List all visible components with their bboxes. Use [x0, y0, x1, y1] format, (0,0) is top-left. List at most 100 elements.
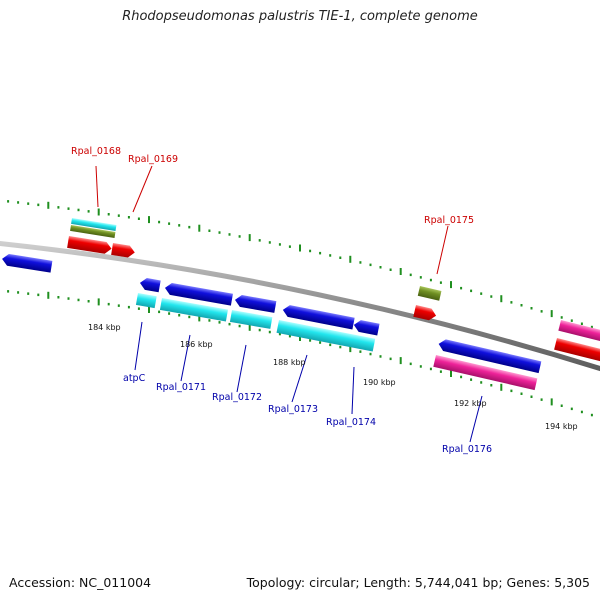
major-tick: [299, 244, 301, 252]
minor-tick: [137, 307, 140, 310]
minor-tick: [580, 322, 583, 325]
minor-tick: [359, 261, 362, 264]
label-atpC[interactable]: atpC: [123, 373, 146, 384]
leader-rpal-0175: [436, 225, 449, 275]
leader-rpal-0176: [469, 395, 483, 443]
minor-tick: [530, 395, 533, 398]
label-rpal-0169[interactable]: Rpal_0169: [128, 154, 178, 165]
minor-tick: [87, 300, 90, 303]
gene-atpC-cyan[interactable]: [135, 293, 157, 309]
minor-tick: [188, 315, 191, 319]
scale-label: 186 kbp: [180, 340, 213, 349]
upper-tick-row: [7, 200, 593, 329]
minor-tick: [7, 290, 10, 293]
major-tick: [97, 298, 100, 306]
minor-tick: [389, 268, 392, 271]
minor-tick: [188, 225, 191, 229]
minor-tick: [409, 362, 412, 366]
minor-tick: [470, 378, 473, 381]
minor-tick: [17, 291, 20, 294]
major-tick: [97, 208, 100, 216]
gene-rpal-0171-blue[interactable]: [164, 282, 233, 306]
minor-tick: [309, 339, 312, 342]
gene-rpal-0173-blue[interactable]: [282, 304, 355, 330]
minor-tick: [208, 229, 211, 232]
minor-tick: [137, 217, 140, 220]
minor-tick: [117, 214, 120, 217]
major-tick: [500, 383, 503, 391]
gene-rpal-0171-cyan[interactable]: [159, 298, 228, 322]
minor-tick: [339, 256, 342, 259]
gene-rpal-0168-red[interactable]: [67, 236, 112, 255]
minor-tick: [309, 249, 312, 253]
minor-tick: [329, 343, 332, 347]
gene-left-blue[interactable]: [1, 253, 53, 273]
gene-rpal-0172-blue[interactable]: [234, 294, 277, 313]
gene-rpal-0168-cyan[interactable]: [71, 218, 117, 231]
minor-tick: [238, 235, 241, 238]
minor-tick: [439, 281, 442, 284]
minor-tick: [460, 286, 463, 290]
minor-tick: [389, 357, 392, 361]
minor-tick: [228, 233, 231, 236]
gene-rpal-0176-pink[interactable]: [433, 355, 538, 391]
label-rpal-0174[interactable]: Rpal_0174: [326, 417, 376, 428]
minor-tick: [67, 207, 70, 210]
gene-rpal-0175-red[interactable]: [413, 305, 437, 322]
scale-label: 190 kbp: [363, 378, 396, 387]
major-tick: [399, 268, 402, 275]
minor-tick: [379, 266, 382, 269]
major-tick: [450, 281, 452, 289]
major-tick: [248, 323, 251, 331]
minor-tick: [560, 316, 563, 319]
genome-backbone: [0, 241, 600, 372]
minor-tick: [67, 297, 70, 300]
minor-tick: [480, 292, 483, 295]
label-rpal-0173[interactable]: Rpal_0173: [268, 404, 318, 415]
leader-rpal-0172: [236, 344, 247, 393]
minor-tick: [127, 305, 130, 309]
minor-tick: [107, 302, 110, 306]
minor-tick: [17, 201, 20, 204]
gene-rpal-0174-blue[interactable]: [353, 319, 380, 336]
major-tick: [550, 398, 553, 406]
minor-tick: [520, 304, 523, 307]
gene-rpal-0173-cyan[interactable]: [276, 320, 376, 352]
minor-tick: [510, 301, 513, 304]
minor-tick: [319, 251, 322, 255]
minor-tick: [268, 330, 271, 334]
gene-atpC-blue[interactable]: [139, 277, 161, 293]
minor-tick: [480, 381, 483, 384]
minor-tick: [27, 202, 30, 205]
minor-tick: [570, 319, 573, 322]
minor-tick: [359, 350, 362, 353]
leader-rpal-0173: [291, 354, 308, 403]
leader-atpC: [134, 321, 143, 371]
minor-tick: [580, 410, 583, 414]
label-rpal-0175[interactable]: Rpal_0175: [424, 215, 474, 226]
gene-right-pink-upper[interactable]: [558, 320, 600, 346]
minor-tick: [379, 355, 382, 358]
minor-tick: [409, 273, 412, 277]
minor-tick: [158, 220, 161, 224]
gene-rpal-0175-olive[interactable]: [417, 286, 442, 301]
label-rpal-0168[interactable]: Rpal_0168: [71, 146, 121, 157]
scale-label: 184 kbp: [88, 323, 121, 332]
minor-tick: [168, 312, 171, 315]
genome-summary-text: Topology: circular; Length: 5,744,041 bp…: [246, 575, 590, 590]
label-rpal-0176[interactable]: Rpal_0176: [442, 444, 492, 455]
gene-rpal-0168-olive[interactable]: [70, 225, 116, 238]
minor-tick: [419, 365, 422, 368]
minor-tick: [238, 324, 241, 328]
label-rpal-0172[interactable]: Rpal_0172: [212, 392, 262, 403]
minor-tick: [258, 239, 261, 242]
minor-tick: [288, 334, 291, 338]
minor-tick: [218, 231, 221, 234]
gene-rpal-0172-cyan[interactable]: [229, 310, 273, 329]
gene-rpal-0169-red[interactable]: [111, 243, 136, 258]
gene-rpal-0176-blue[interactable]: [437, 338, 542, 374]
minor-tick: [268, 241, 271, 244]
label-rpal-0171[interactable]: Rpal_0171: [156, 382, 206, 393]
minor-tick: [319, 341, 322, 344]
minor-tick: [117, 304, 120, 307]
